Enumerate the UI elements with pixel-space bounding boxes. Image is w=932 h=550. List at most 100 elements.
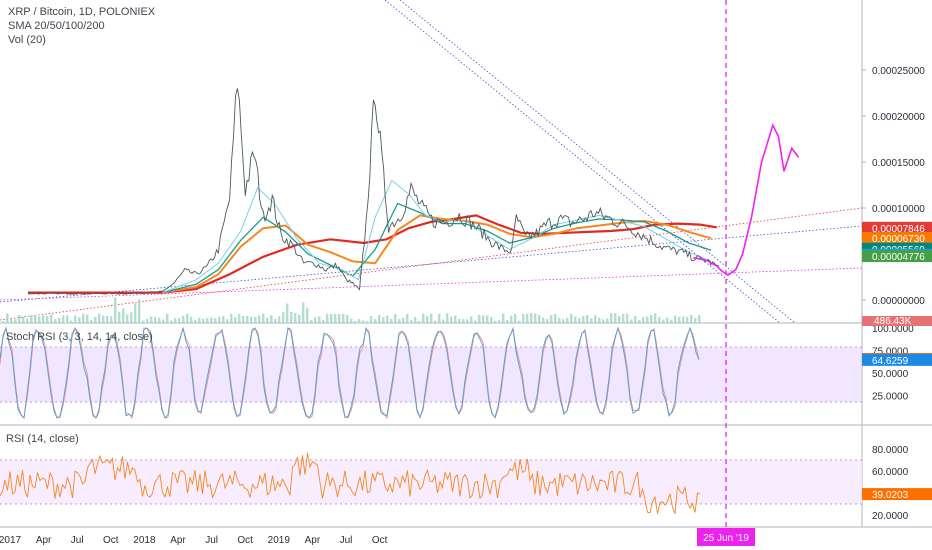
price-tag-bg (862, 221, 932, 234)
volume-bar (342, 313, 345, 323)
volume-bar (506, 319, 509, 323)
volume-bar (90, 320, 93, 323)
volume-bar (574, 316, 577, 323)
time-axis-label: Oct (237, 535, 253, 546)
volume-bar (382, 317, 385, 323)
volume-bar (390, 319, 393, 323)
volume-bar (274, 318, 277, 323)
volume-bar (38, 316, 41, 323)
volume-bar (554, 313, 557, 323)
volume-bar (126, 314, 129, 323)
volume-bar (146, 318, 149, 323)
volume-bar (374, 319, 377, 323)
volume-bar (386, 315, 389, 323)
rsi-axis-label: 80.0000 (872, 445, 909, 456)
sma20-line (162, 179, 712, 294)
volume-bar (62, 315, 65, 323)
price-axis-label: 0.00025000 (872, 66, 925, 77)
volume-bar (254, 316, 257, 323)
series-layer (27, 88, 800, 295)
price-tag-bg (862, 232, 932, 245)
rsi-legend[interactable]: RSI (14, close) (6, 433, 79, 445)
price-tag: 0.00004776 (872, 252, 925, 263)
volume-bar (142, 320, 145, 323)
volume-legend[interactable]: Vol (20) (8, 34, 46, 46)
time-axis-label: Oct (372, 535, 388, 546)
volume-bar (354, 320, 357, 323)
trendline-support-red[interactable] (0, 207, 863, 321)
volume-bar (118, 311, 121, 323)
volume-bar (450, 316, 453, 323)
volume-bar (686, 316, 689, 323)
price-axis-label: 0.00010000 (872, 204, 925, 215)
volume-bar (214, 318, 217, 323)
volume-bar (434, 320, 437, 323)
volume-bar (302, 302, 305, 323)
volume-bar (678, 316, 681, 323)
volume-bar (478, 314, 481, 323)
volume-bar (206, 318, 209, 323)
volume-bar (226, 319, 229, 323)
volume-bar (562, 319, 565, 323)
volume-bar (170, 320, 173, 323)
volume-bar (350, 318, 353, 323)
symbol-title[interactable]: XRP / Bitcoin, 1D, POLONIEX (8, 6, 156, 18)
volume-bar (338, 313, 341, 323)
volume-bar (14, 319, 17, 323)
volume-bar (558, 317, 561, 323)
sma200-line (28, 214, 717, 294)
volume-bar (194, 319, 197, 323)
cursor-date-bg (697, 528, 755, 546)
time-axis-label: Jul (71, 535, 84, 546)
volume-bar (74, 315, 77, 323)
volume-bar (114, 297, 117, 323)
volume-bar (530, 313, 533, 323)
price-tag: 0.00007846 (872, 224, 925, 235)
volume-bar (86, 314, 89, 323)
volume-bar (42, 315, 45, 323)
volume-bar (490, 317, 493, 323)
volume-bar (310, 319, 313, 323)
volume-bar (2, 320, 5, 323)
trendline-support-magenta[interactable] (0, 267, 863, 301)
trendline-support-blue[interactable] (0, 225, 863, 303)
volume-bar (454, 315, 457, 323)
volume-bar (242, 315, 245, 323)
trendline-channel-lower[interactable] (399, 0, 796, 324)
volume-bar (594, 315, 597, 323)
volume-bar (10, 318, 13, 323)
volume-bar (150, 316, 153, 323)
volume-bar (370, 316, 373, 323)
volume-bar (590, 318, 593, 323)
volume-tag: 486.43K (874, 316, 912, 327)
volume-bar (654, 313, 657, 323)
volume-bar (442, 319, 445, 323)
volume-bar (266, 317, 269, 323)
stoch-legend[interactable]: Stoch RSI (3, 3, 14, 14, close) (6, 331, 153, 343)
time-axis-label: Jul (205, 535, 218, 546)
stoch-rsi-layer (0, 326, 700, 420)
trendline-channel-upper[interactable] (384, 0, 781, 324)
volume-bar (282, 312, 285, 323)
volume-bar (470, 316, 473, 323)
volume-bar (638, 319, 641, 323)
rsi-tag-bg (862, 488, 932, 501)
volume-bar (414, 317, 417, 323)
volume-bar (498, 320, 501, 323)
price-axis-label: 0.00000000 (872, 296, 925, 307)
volume-bar (178, 318, 181, 323)
volume-bar (30, 314, 33, 323)
volume-bar (550, 315, 553, 323)
rsi-tag: 39.0203 (872, 490, 909, 501)
time-axis-label: Oct (103, 535, 119, 546)
volume-bar (486, 315, 489, 323)
volume-bar (58, 318, 61, 323)
volume-bar (646, 316, 649, 323)
volume-bar (418, 320, 421, 323)
volume-bar (618, 315, 621, 323)
sma-legend[interactable]: SMA 20/50/100/200 (8, 20, 105, 32)
volume-bar (318, 316, 321, 323)
volume-bar (682, 316, 685, 323)
